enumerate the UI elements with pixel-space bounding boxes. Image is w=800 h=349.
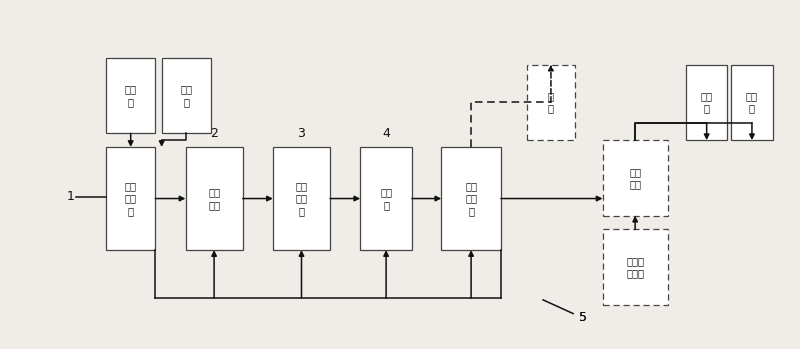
Text: 4: 4 [382,127,390,140]
Bar [106,147,155,250]
Text: 5: 5 [578,311,586,324]
Text: 5: 5 [578,311,586,324]
Text: 氧化
剂: 氧化 剂 [180,84,192,107]
Bar [686,65,727,140]
Bar [162,58,211,133]
Bar [527,65,574,140]
Text: 加热
分解
器: 加热 分解 器 [465,181,477,216]
Text: 丙
酮: 丙 酮 [548,91,554,113]
Text: 生物
质: 生物 质 [125,84,137,107]
Text: 中和
反应
器: 中和 反应 器 [295,181,307,216]
Text: 1: 1 [66,190,74,203]
Text: 碳酸
钒: 碳酸 钒 [701,91,713,113]
Bar [442,147,501,250]
Text: 干燥
器: 干燥 器 [380,187,392,210]
Text: 水热
反应
器: 水热 反应 器 [125,181,137,216]
Text: 3: 3 [298,127,306,140]
Bar [602,140,668,216]
Bar [106,58,155,133]
Bar [360,147,412,250]
Text: 甲酸
钒: 甲酸 钒 [746,91,758,113]
Text: 碳酸钒
甲酸钒: 碳酸钒 甲酸钒 [626,256,644,279]
Text: 热交
换器: 热交 换器 [208,187,220,210]
Bar [731,65,773,140]
Text: 2: 2 [210,127,218,140]
Text: 溶解
过滤: 溶解 过滤 [629,167,641,189]
Bar [186,147,242,250]
Bar [273,147,330,250]
Bar [602,229,668,305]
